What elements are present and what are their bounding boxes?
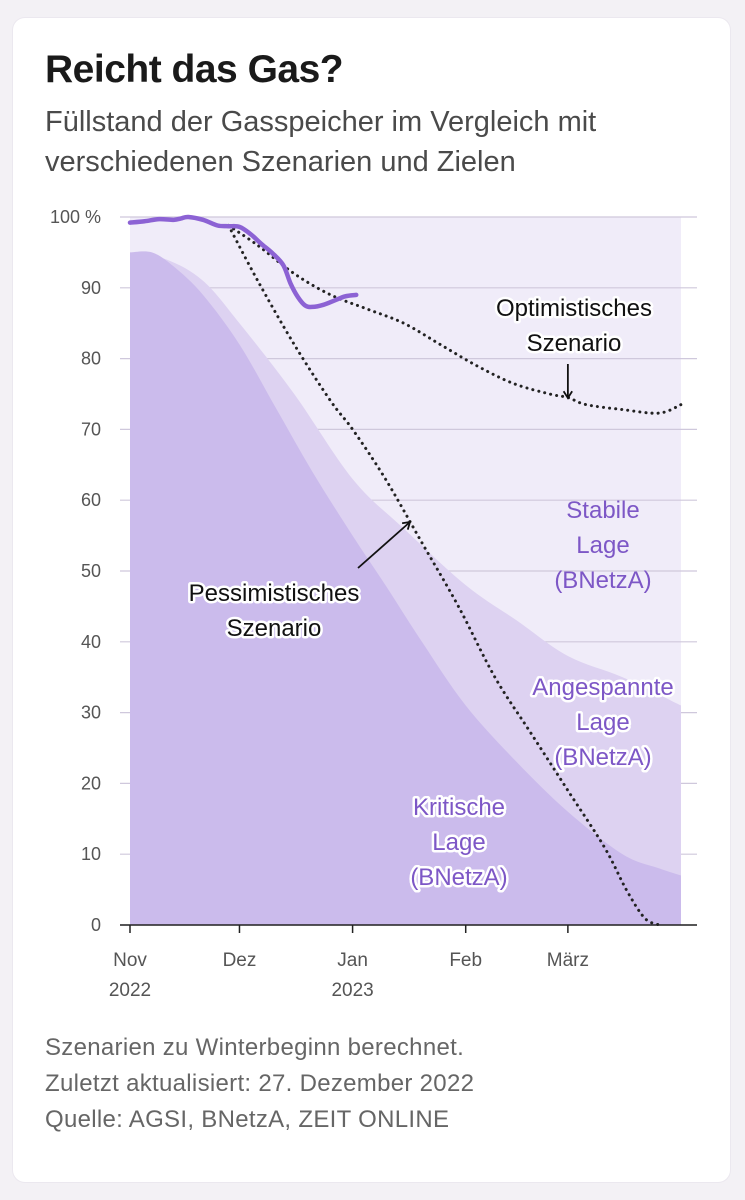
- line-optimistisches-szenario: [227, 223, 683, 415]
- y-tick-label: 40: [81, 632, 101, 652]
- x-tick-sublabel: 2023: [331, 980, 373, 1001]
- chart-subtitle: Füllstand der Gasspeicher im Vergleich m…: [45, 106, 597, 178]
- y-tick-label: 50: [81, 561, 101, 581]
- footer-source: Quelle: AGSI, BNetzA, ZEIT ONLINE: [45, 1106, 450, 1133]
- footer-last-updated: Zuletzt aktualisiert: 27. Dezember 2022: [45, 1070, 475, 1097]
- label-optimistisches-szenario: Szenario: [527, 330, 622, 357]
- y-tick-label: 90: [81, 278, 101, 298]
- line-fuellstand: [127, 214, 359, 310]
- footer-scenario-note: Szenarien zu Winterbeginn berechnet.: [45, 1034, 465, 1061]
- x-tick-label: Nov: [113, 950, 147, 971]
- y-tick-label: 20: [81, 773, 101, 793]
- x-tick-label: März: [547, 950, 589, 971]
- label-angespannte-lage: Angespannte: [532, 674, 673, 701]
- arrow-pessimistisches-szenario: [357, 521, 411, 569]
- band-kritische-lage: [130, 251, 681, 926]
- label-stabile-lage: Stabile: [566, 497, 639, 524]
- chart-footer: Szenarien zu Winterbeginn berechnet. Zul…: [45, 1030, 474, 1138]
- x-tick-label: Dez: [223, 950, 257, 971]
- y-tick-label: 100 %: [50, 207, 101, 227]
- arrow-optimistisches-szenario-head: [562, 390, 573, 400]
- y-tick-label: 10: [81, 844, 101, 864]
- x-tick-label: Feb: [449, 950, 482, 971]
- chart-title: Reicht das Gas?: [45, 48, 344, 91]
- x-tick-sublabel: 2022: [109, 980, 151, 1001]
- label-kritische-lage: Kritische: [413, 794, 505, 821]
- arrow-pessimistisches-szenario-head: [401, 520, 412, 530]
- y-tick-label: 80: [81, 349, 101, 369]
- label-stabile-lage: Lage: [576, 532, 629, 559]
- y-tick-label: 30: [81, 703, 101, 723]
- label-kritische-lage: Lage: [432, 829, 485, 856]
- label-pessimistisches-szenario: Pessimistisches: [189, 580, 360, 607]
- y-tick-label: 60: [81, 490, 101, 510]
- label-stabile-lage: (BNetzA): [554, 567, 651, 594]
- label-optimistisches-szenario: Optimistisches: [496, 295, 652, 322]
- x-tick-label: Jan: [337, 950, 368, 971]
- y-tick-label: 70: [81, 419, 101, 439]
- label-angespannte-lage: (BNetzA): [554, 744, 651, 771]
- y-tick-label: 0: [91, 915, 101, 935]
- label-pessimistisches-szenario: Szenario: [227, 615, 322, 642]
- label-kritische-lage: (BNetzA): [410, 864, 507, 891]
- line-pessimistisches-szenario: [227, 223, 661, 927]
- label-angespannte-lage: Lage: [576, 709, 629, 736]
